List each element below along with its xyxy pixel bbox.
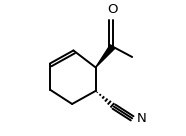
Polygon shape [96,45,115,67]
Text: O: O [107,3,118,16]
Text: N: N [137,112,147,125]
